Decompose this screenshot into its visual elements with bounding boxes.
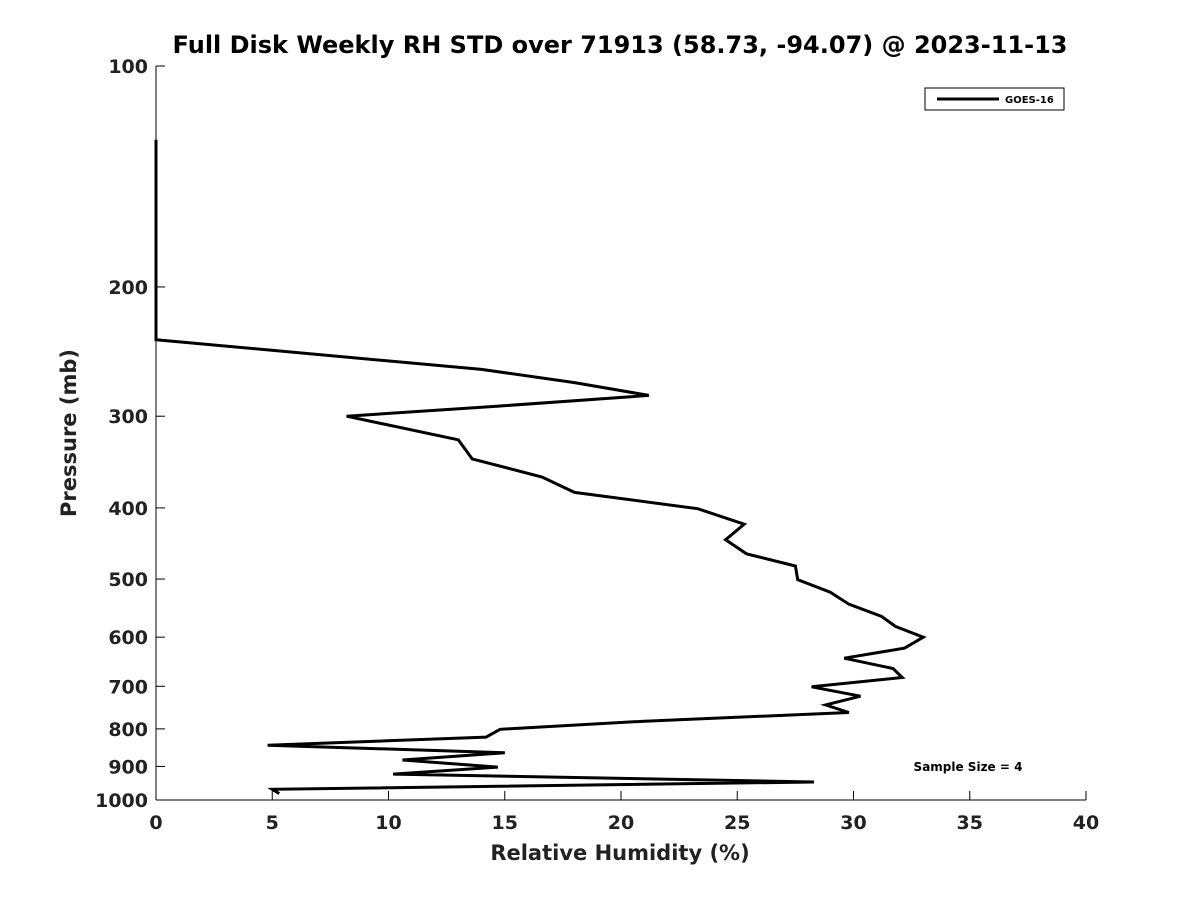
x-tick-label: 10 — [375, 812, 401, 834]
x-tick-label: 5 — [266, 812, 279, 834]
sample-size-annotation: Sample Size = 4 — [914, 760, 1023, 774]
chart-title: Full Disk Weekly RH STD over 71913 (58.7… — [173, 31, 1068, 59]
x-axis-label: Relative Humidity (%) — [490, 841, 749, 865]
series-layer — [154, 139, 927, 795]
x-tick-label: 0 — [149, 812, 162, 834]
y-tick-label: 100 — [108, 56, 148, 78]
y-tick-label: 600 — [108, 627, 148, 649]
x-axis-ticks: 0 5 10 15 20 25 30 35 40 — [149, 791, 1099, 834]
y-tick-label: 200 — [108, 277, 148, 299]
legend-label-goes-16: GOES-16 — [1005, 95, 1054, 106]
y-tick-label: 500 — [108, 569, 148, 591]
y-tick-label: 800 — [108, 719, 148, 741]
x-tick-label: 35 — [957, 812, 983, 834]
x-tick-label: 40 — [1073, 812, 1099, 834]
x-tick-label: 20 — [608, 812, 634, 834]
y-tick-label: 400 — [108, 498, 148, 520]
x-tick-label: 25 — [724, 812, 750, 834]
plot-axes — [155, 66, 1086, 801]
x-tick-label: 30 — [840, 812, 866, 834]
y-tick-label: 1000 — [95, 790, 148, 812]
y-tick-label: 700 — [108, 676, 148, 698]
legend: GOES-16 — [924, 87, 1065, 111]
y-axis-ticks: 100 200 300 400 500 600 700 800 900 1000 — [95, 56, 165, 812]
y-tick-label: 300 — [108, 406, 148, 428]
y-axis-label: Pressure (mb) — [57, 349, 81, 517]
y-tick-label: 900 — [108, 756, 148, 778]
series-line-goes-16 — [154, 139, 927, 795]
x-tick-label: 15 — [492, 812, 518, 834]
